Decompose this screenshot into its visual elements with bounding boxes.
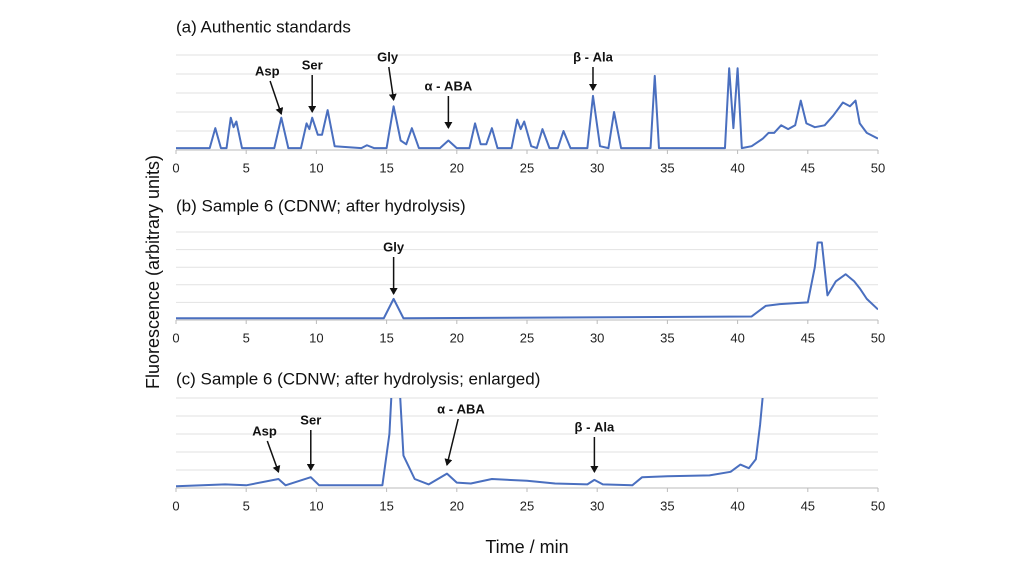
x-tick-label: 45 bbox=[801, 330, 815, 345]
peak-label: β - Ala bbox=[575, 419, 615, 434]
trace bbox=[176, 67, 878, 150]
x-tick-label: 30 bbox=[590, 498, 604, 513]
peak-label: Asp bbox=[255, 63, 280, 78]
x-tick-label: 50 bbox=[871, 498, 885, 513]
peak-label: β - Ala bbox=[573, 49, 613, 64]
peak-label: α - ABA bbox=[437, 401, 485, 416]
x-tick-label: 20 bbox=[450, 160, 464, 175]
x-tick-label: 40 bbox=[730, 498, 744, 513]
x-tick-label: 10 bbox=[309, 498, 323, 513]
x-tick-label: 20 bbox=[450, 498, 464, 513]
trace bbox=[176, 398, 764, 488]
x-tick-label: 0 bbox=[172, 330, 179, 345]
x-tick-label: 15 bbox=[379, 330, 393, 345]
x-tick-label: 35 bbox=[660, 498, 674, 513]
peak-label: Ser bbox=[302, 57, 323, 72]
peak-arrow bbox=[269, 80, 284, 115]
panel-title: (a) Authentic standards bbox=[176, 17, 351, 36]
y-axis-label: Fluorescence (arbitrary units) bbox=[143, 155, 163, 389]
x-tick-label: 15 bbox=[379, 160, 393, 175]
peak-arrow bbox=[444, 418, 459, 466]
peak-label: Asp bbox=[252, 423, 277, 438]
x-tick-label: 40 bbox=[730, 160, 744, 175]
x-tick-label: 50 bbox=[871, 160, 885, 175]
peak-label: Gly bbox=[377, 49, 399, 64]
x-tick-label: 30 bbox=[590, 160, 604, 175]
x-tick-label: 45 bbox=[801, 498, 815, 513]
peak-label: Ser bbox=[300, 412, 321, 427]
peak-arrow bbox=[266, 440, 281, 473]
panel-title: (b) Sample 6 (CDNW; after hydrolysis) bbox=[176, 196, 466, 215]
x-tick-label: 40 bbox=[730, 330, 744, 345]
peak-arrow bbox=[388, 66, 397, 101]
x-tick-label: 0 bbox=[172, 498, 179, 513]
x-tick-label: 25 bbox=[520, 330, 534, 345]
x-tick-label: 45 bbox=[801, 160, 815, 175]
x-tick-label: 10 bbox=[309, 330, 323, 345]
x-tick-label: 20 bbox=[450, 330, 464, 345]
peak-label: Gly bbox=[383, 239, 405, 254]
x-axis-label: Time / min bbox=[485, 537, 568, 557]
x-tick-label: 30 bbox=[590, 330, 604, 345]
trace bbox=[176, 241, 878, 320]
x-tick-label: 5 bbox=[243, 498, 250, 513]
peak-label: α - ABA bbox=[425, 78, 473, 93]
x-tick-label: 10 bbox=[309, 160, 323, 175]
x-tick-label: 15 bbox=[379, 498, 393, 513]
x-tick-label: 5 bbox=[243, 330, 250, 345]
x-tick-label: 0 bbox=[172, 160, 179, 175]
x-tick-label: 50 bbox=[871, 330, 885, 345]
panel-title: (c) Sample 6 (CDNW; after hydrolysis; en… bbox=[176, 369, 540, 388]
x-tick-label: 25 bbox=[520, 160, 534, 175]
x-tick-label: 35 bbox=[660, 160, 674, 175]
x-tick-label: 35 bbox=[660, 330, 674, 345]
x-tick-label: 5 bbox=[243, 160, 250, 175]
x-tick-label: 25 bbox=[520, 498, 534, 513]
